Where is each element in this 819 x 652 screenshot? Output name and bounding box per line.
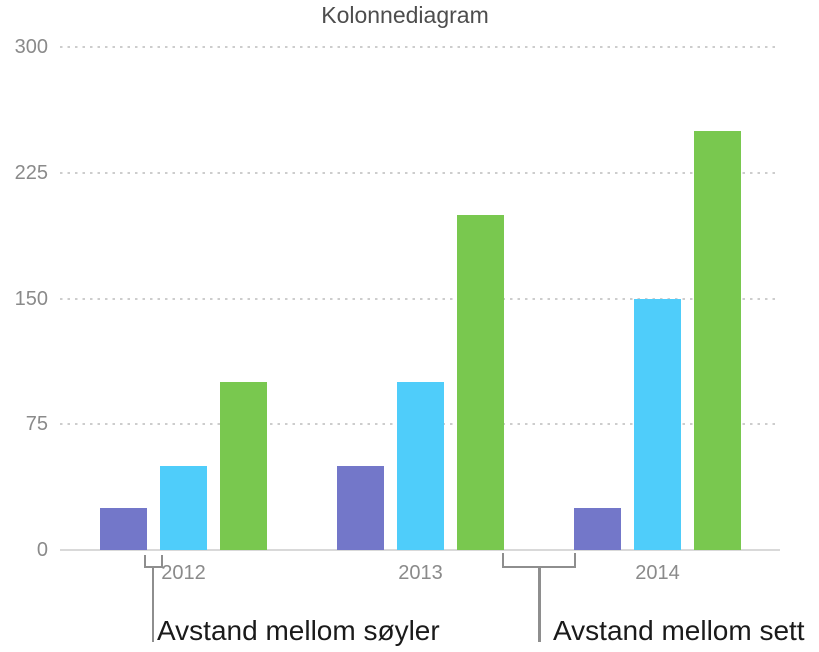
gridline-150: [60, 297, 780, 300]
bar-2014-green-series: [694, 130, 741, 550]
y-tick-label-150: 150: [14, 287, 48, 310]
gridline-300: [60, 46, 780, 48]
y-tick-label-75: 75: [25, 413, 48, 436]
bar-2013-green-series: [457, 214, 504, 550]
y-tick-label-300: 300: [14, 36, 48, 58]
y-tick-label-0: 0: [36, 539, 48, 561]
bar-2013-cyan-series: [397, 382, 444, 550]
x-axis-line: [60, 549, 780, 551]
bar-2012-cyan-series: [160, 466, 207, 550]
set-gap-bracket-stem: [538, 566, 541, 642]
bar-2012-green-series: [220, 382, 267, 550]
chart-title: Kolonnediagram: [321, 2, 489, 28]
bar-2013-purple-series: [337, 466, 384, 550]
bar-2012-purple-series: [100, 508, 147, 550]
x-category-label-2012: 2012: [161, 562, 206, 584]
bar-gap-annotation-label: Avstand mellom søyler: [157, 615, 440, 646]
bar-gap-bracket-stem: [151, 566, 154, 642]
x-category-label-2013: 2013: [398, 562, 443, 584]
bar-2014-purple-series: [574, 508, 621, 550]
gridline-225: [60, 171, 780, 174]
set-gap-annotation-label: Avstand mellom sett: [553, 615, 805, 646]
bar-2014-cyan-series: [634, 298, 681, 550]
x-category-label-2014: 2014: [635, 562, 680, 584]
y-tick-label-225: 225: [14, 161, 48, 184]
